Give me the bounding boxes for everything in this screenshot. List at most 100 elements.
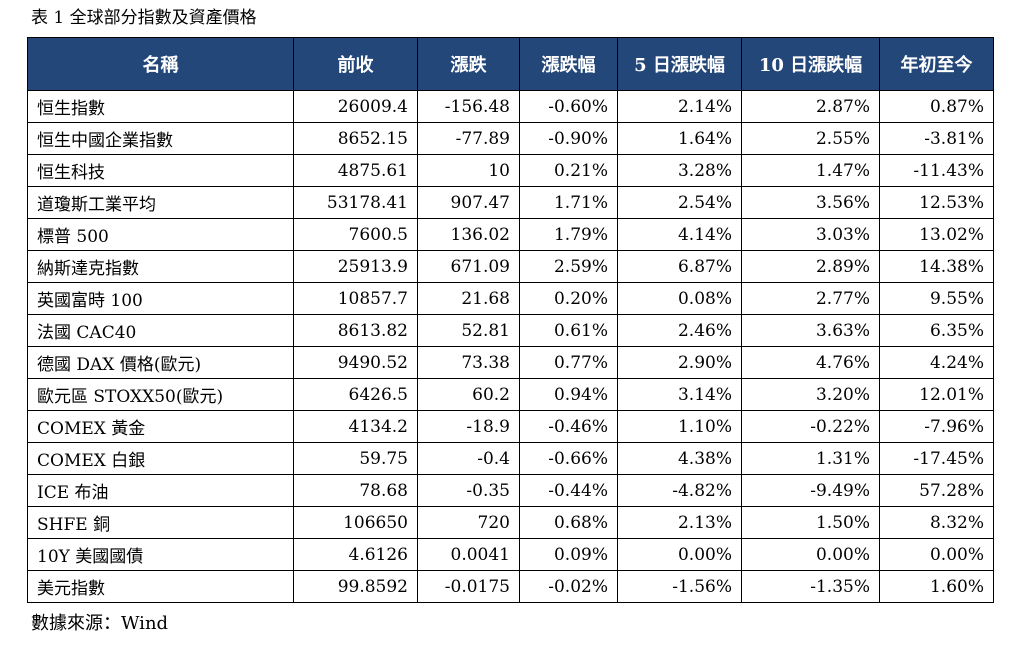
cell-prev-close: 9490.52	[293, 346, 418, 379]
cell-5d-change-pct: 2.90%	[617, 346, 742, 379]
cell-ytd: 12.53%	[879, 186, 994, 219]
cell-name: 10Y 美國國債	[27, 538, 294, 571]
cell-change: 671.09	[417, 250, 520, 283]
cell-10d-change-pct: 3.03%	[741, 218, 880, 251]
table-row: COMEX 白銀 59.75 -0.4 -0.66% 4.38% 1.31% -17.45%	[27, 442, 994, 475]
cell-change-pct: -0.60%	[519, 90, 618, 123]
cell-change: 136.02	[417, 218, 520, 251]
cell-ytd: 4.24%	[879, 346, 994, 379]
cell-ytd: 1.60%	[879, 570, 994, 603]
cell-change-pct: -0.90%	[519, 122, 618, 155]
cell-change-pct: -0.02%	[519, 570, 618, 603]
cell-name: 英國富時 100	[27, 282, 294, 315]
table-row: 恒生中國企業指數 8652.15 -77.89 -0.90% 1.64% 2.55% -3.…	[27, 122, 994, 155]
cell-prev-close: 4875.61	[293, 154, 418, 187]
cell-change-pct: 0.20%	[519, 282, 618, 315]
table-row: SHFE 銅 106650 720 0.68% 2.13% 1.50% 8.32%	[27, 506, 994, 539]
cell-change-pct: 0.94%	[519, 378, 618, 411]
cell-10d-change-pct: 3.56%	[741, 186, 880, 219]
cell-name: 德國 DAX 價格(歐元)	[27, 346, 294, 379]
cell-change-pct: 1.71%	[519, 186, 618, 219]
cell-prev-close: 59.75	[293, 442, 418, 475]
cell-ytd: 8.32%	[879, 506, 994, 539]
header-name: 名稱	[27, 37, 294, 91]
header-prev-close: 前收	[293, 37, 418, 91]
cell-change-pct: 0.77%	[519, 346, 618, 379]
table-row: 納斯達克指數 25913.9 671.09 2.59% 6.87% 2.89% 14.38%	[27, 250, 994, 283]
cell-5d-change-pct: 2.14%	[617, 90, 742, 123]
cell-prev-close: 4.6126	[293, 538, 418, 571]
cell-prev-close: 10857.7	[293, 282, 418, 315]
cell-10d-change-pct: 4.76%	[741, 346, 880, 379]
cell-5d-change-pct: 4.14%	[617, 218, 742, 251]
cell-name: 歐元區 STOXX50(歐元)	[27, 378, 294, 411]
cell-10d-change-pct: -9.49%	[741, 474, 880, 507]
cell-change: 60.2	[417, 378, 520, 411]
cell-ytd: 57.28%	[879, 474, 994, 507]
cell-5d-change-pct: 3.14%	[617, 378, 742, 411]
cell-5d-change-pct: 3.28%	[617, 154, 742, 187]
cell-change-pct: 1.79%	[519, 218, 618, 251]
header-change-pct: 漲跌幅	[519, 37, 618, 91]
table-row: 道瓊斯工業平均 53178.41 907.47 1.71% 2.54% 3.56% 12.5…	[27, 186, 994, 219]
header-ytd: 年初至今	[879, 37, 994, 91]
table-row: 法國 CAC40 8613.82 52.81 0.61% 2.46% 3.63% 6.35%	[27, 314, 994, 347]
cell-change: 21.68	[417, 282, 520, 315]
table-row: 恒生指數 26009.4 -156.48 -0.60% 2.14% 2.87% 0.87%	[27, 90, 994, 123]
cell-name: COMEX 黃金	[27, 410, 294, 443]
cell-5d-change-pct: 1.10%	[617, 410, 742, 443]
cell-10d-change-pct: 1.31%	[741, 442, 880, 475]
table-row: 德國 DAX 價格(歐元) 9490.52 73.38 0.77% 2.90% 4.76%…	[27, 346, 994, 379]
cell-change-pct: 0.68%	[519, 506, 618, 539]
cell-5d-change-pct: -1.56%	[617, 570, 742, 603]
cell-5d-change-pct: 6.87%	[617, 250, 742, 283]
cell-change: -77.89	[417, 122, 520, 155]
cell-prev-close: 78.68	[293, 474, 418, 507]
cell-prev-close: 8652.15	[293, 122, 418, 155]
cell-prev-close: 7600.5	[293, 218, 418, 251]
cell-prev-close: 53178.41	[293, 186, 418, 219]
cell-5d-change-pct: 2.54%	[617, 186, 742, 219]
table-row: 10Y 美國國債 4.6126 0.0041 0.09% 0.00% 0.00% 0.00%	[27, 538, 994, 571]
cell-5d-change-pct: 2.46%	[617, 314, 742, 347]
table-row: 歐元區 STOXX50(歐元) 6426.5 60.2 0.94% 3.14% 3.20%…	[27, 378, 994, 411]
cell-prev-close: 8613.82	[293, 314, 418, 347]
cell-10d-change-pct: 3.20%	[741, 378, 880, 411]
table-row: ICE 布油 78.68 -0.35 -0.44% -4.82% -9.49% 57.28%	[27, 474, 994, 507]
header-change: 漲跌	[417, 37, 520, 91]
cell-name: 恒生指數	[27, 90, 294, 123]
cell-prev-close: 106650	[293, 506, 418, 539]
cell-5d-change-pct: 2.13%	[617, 506, 742, 539]
header-row: 名稱 前收 漲跌 漲跌幅 5 日漲跌幅 10 日漲跌幅 年初至今	[27, 37, 994, 91]
header-10d-change-pct: 10 日漲跌幅	[741, 37, 880, 91]
cell-change: 52.81	[417, 314, 520, 347]
cell-prev-close: 99.8592	[293, 570, 418, 603]
cell-prev-close: 26009.4	[293, 90, 418, 123]
cell-change: -156.48	[417, 90, 520, 123]
cell-change-pct: 0.61%	[519, 314, 618, 347]
cell-name: 法國 CAC40	[27, 314, 294, 347]
cell-10d-change-pct: -0.22%	[741, 410, 880, 443]
cell-change: 73.38	[417, 346, 520, 379]
cell-10d-change-pct: 1.50%	[741, 506, 880, 539]
cell-prev-close: 6426.5	[293, 378, 418, 411]
cell-ytd: -3.81%	[879, 122, 994, 155]
cell-ytd: 6.35%	[879, 314, 994, 347]
cell-10d-change-pct: 3.63%	[741, 314, 880, 347]
cell-ytd: 14.38%	[879, 250, 994, 283]
cell-10d-change-pct: 2.89%	[741, 250, 880, 283]
market-data-table: 名稱 前收 漲跌 漲跌幅 5 日漲跌幅 10 日漲跌幅 年初至今 恒生指數 260…	[27, 37, 994, 603]
table-caption: 表 1 全球部分指數及資產價格	[31, 8, 257, 28]
table-row: 英國富時 100 10857.7 21.68 0.20% 0.08% 2.77% 9.55%	[27, 282, 994, 315]
cell-10d-change-pct: 2.77%	[741, 282, 880, 315]
cell-10d-change-pct: 1.47%	[741, 154, 880, 187]
cell-change-pct: -0.66%	[519, 442, 618, 475]
cell-change: -0.4	[417, 442, 520, 475]
table-row: 恒生科技 4875.61 10 0.21% 3.28% 1.47% -11.43%	[27, 154, 994, 187]
cell-name: 恒生科技	[27, 154, 294, 187]
cell-change: 10	[417, 154, 520, 187]
cell-change: 720	[417, 506, 520, 539]
cell-change-pct: -0.46%	[519, 410, 618, 443]
cell-5d-change-pct: 1.64%	[617, 122, 742, 155]
cell-change-pct: 0.21%	[519, 154, 618, 187]
